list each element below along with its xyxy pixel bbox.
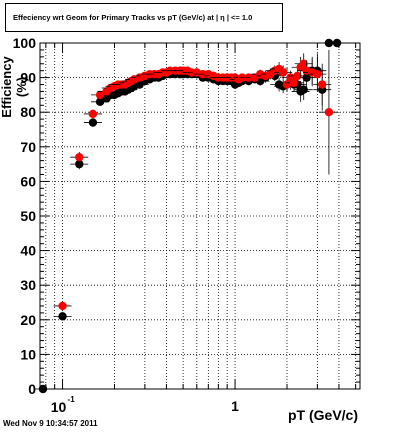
y-tick-label: 90 [20,70,36,86]
grid-lines [40,43,360,389]
data-marker [293,71,302,81]
data-point [288,67,307,85]
y-tick-label: 20 [20,312,36,328]
data-point [33,384,52,394]
data-marker [75,159,84,169]
data-point [53,301,72,311]
x-tick-label: 10 [51,399,67,415]
data-point [70,151,89,163]
data-marker [332,38,342,48]
y-tick-label: 40 [20,243,36,259]
y-tick-label: 0 [28,381,36,397]
data-marker [299,59,308,68]
data-point [53,312,72,321]
title-box: Effeciency wrt Geom for Primary Tracks v… [5,3,283,32]
data-point [83,109,102,119]
timestamp: Wed Nov 9 10:34:57 2011 [3,419,98,428]
y-tick-label: 60 [20,173,36,189]
y-tick-label: 100 [13,35,37,51]
data-marker [58,312,67,321]
y-tick-label: 50 [20,208,36,224]
y-tick-label: 10 [20,346,36,362]
data-point [328,38,347,48]
data-point [308,56,327,92]
x-axis-label: pT (GeV/c) [288,407,359,423]
data-marker [278,68,288,77]
data-point [319,49,338,175]
data-marker [75,152,84,162]
data-marker [38,384,48,394]
data-marker [88,118,98,127]
data-marker [313,69,322,79]
y-axis-label: Efficiency (%) [0,56,29,118]
y-tick-label: 70 [20,139,36,155]
y-tick-label: 80 [20,104,36,120]
data-marker [318,80,327,89]
chart-title: Effeciency wrt Geom for Primary Tracks v… [13,13,253,22]
data-marker [88,109,98,119]
data-marker [95,97,105,107]
data-point [313,63,332,106]
data-point [294,79,313,101]
y-tick-label: 30 [20,277,36,293]
data-marker [58,301,67,311]
data-point [83,118,102,127]
x-tick-label: 1 [231,398,239,414]
data-marker [324,108,334,117]
data-marker [95,90,105,100]
data-point [274,65,293,80]
data-marker [289,78,299,87]
x-tick-label-exponent: -1 [68,395,76,404]
data-marker [299,85,308,94]
data-markers [33,38,347,394]
